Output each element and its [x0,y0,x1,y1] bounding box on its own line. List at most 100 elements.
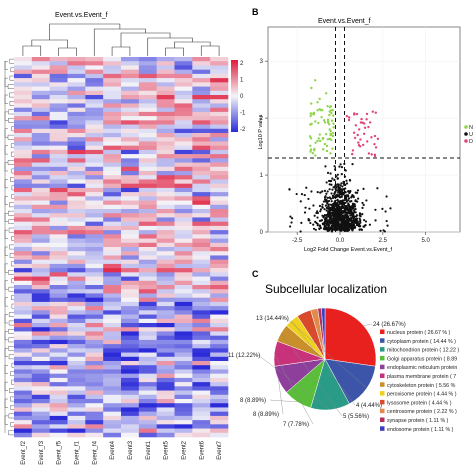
heatmap-cell [31,399,50,404]
heatmap-cell [31,361,50,366]
heatmap-cell [49,352,68,358]
pie-slice-label: 8 (8.89%) [253,412,279,418]
heatmap-cell [67,386,86,391]
heatmap-cell [192,259,211,265]
heatmap-cell [103,120,122,125]
heatmap-cell [156,242,175,248]
heatmap-cell [14,73,33,79]
heatmap-cell [103,137,122,142]
heatmap-cell [85,382,104,387]
heatmap-cell [67,344,86,349]
heatmap-cell [156,107,175,113]
volcano-point-down [332,122,335,125]
heatmap-cell [49,141,68,146]
volcano-point-ns [336,183,339,186]
heatmap-cell [210,221,229,227]
heatmap-cell [31,365,50,370]
heatmap-cell [49,348,68,353]
heatmap-cell [49,73,68,79]
heatmap-cell [103,145,122,151]
volcano-point-ns [364,224,367,227]
volcano-point-ns [341,185,344,188]
dendrogram-link [4,128,8,138]
heatmap-cell [67,187,86,193]
volcano-point-ns [327,227,330,230]
volcano-point-ns [330,227,333,230]
heatmap-cell [49,57,68,62]
heatmap-cell [49,306,68,311]
heatmap-cell [192,192,211,197]
heatmap-cell [174,335,193,341]
heatmap-cell [121,327,140,332]
volcano-point-ns [330,211,333,215]
volcano-point-down [328,113,331,117]
heatmap-cell [14,407,33,412]
heatmap-cell [192,415,211,421]
heatmap-cell [138,133,157,138]
heatmap-cell [156,99,175,104]
volcano-point-down [309,148,313,151]
dendrogram-link [4,196,8,205]
heatmap-cell [174,314,193,320]
heatmap-cell [103,200,122,206]
dendrogram-link [8,312,14,317]
heatmap-cell [103,339,122,345]
heatmap-cell [14,166,33,172]
heatmap-cell [67,116,86,121]
heatmap-cell [49,259,68,265]
volcano-point-ns [333,186,336,189]
heatmap-cell [210,128,229,134]
heatmap-cell [67,65,86,70]
volcano-point-down [331,109,334,112]
heatmap-cell [67,352,86,358]
heatmap-cell [121,95,140,100]
heatmap-cell [49,133,68,138]
heatmap-cell [14,107,33,113]
pie-slice [324,307,377,367]
heatmap-cell [121,361,140,366]
heatmap-cell [85,99,104,104]
heatmap-cell [103,116,122,121]
heatmap-cell [121,149,140,155]
heatmap-cell [156,251,175,256]
heatmap-cell [138,213,157,218]
heatmap-cell [156,238,175,244]
heatmap-cell [85,285,104,290]
heatmap-cell [174,356,193,362]
volcano-point-ns [316,191,319,194]
heatmap-cell [31,128,50,134]
volcano-point-down [324,92,328,95]
heatmap-cell [210,331,229,336]
heatmap-cell [121,128,140,134]
heatmap-cell [67,247,86,252]
heatmap-cell [192,217,211,222]
heatmap-cell [67,179,86,184]
heatmap-cell [85,57,104,62]
heatmap-cell [210,238,229,244]
heatmap-cell [192,301,211,307]
heatmap-cell [121,323,140,328]
heatmap-cell [103,323,122,328]
heatmap-cell [103,348,122,353]
dendrogram-link [4,297,8,307]
heatmap-cell [31,255,50,260]
volcano-point-ns [328,188,331,191]
heatmap-cell [14,259,33,265]
heatmap-cell [31,348,50,353]
volcano-point-ns [349,214,352,217]
heatmap-cell [121,242,140,248]
heatmap-cell [174,95,193,100]
heatmap-cell [138,301,157,307]
heatmap-cell [49,255,68,260]
heatmap-cell [156,137,175,142]
heatmap-cell [67,331,86,336]
heatmap-cell [67,107,86,113]
heatmap-cell [174,154,193,159]
heatmap-cell [174,361,193,366]
heatmap-cell [138,424,157,429]
heatmap-cell [138,179,157,184]
dendrogram-link [11,295,14,300]
heatmap-cell [138,234,157,239]
heatmap-cell [85,394,104,400]
